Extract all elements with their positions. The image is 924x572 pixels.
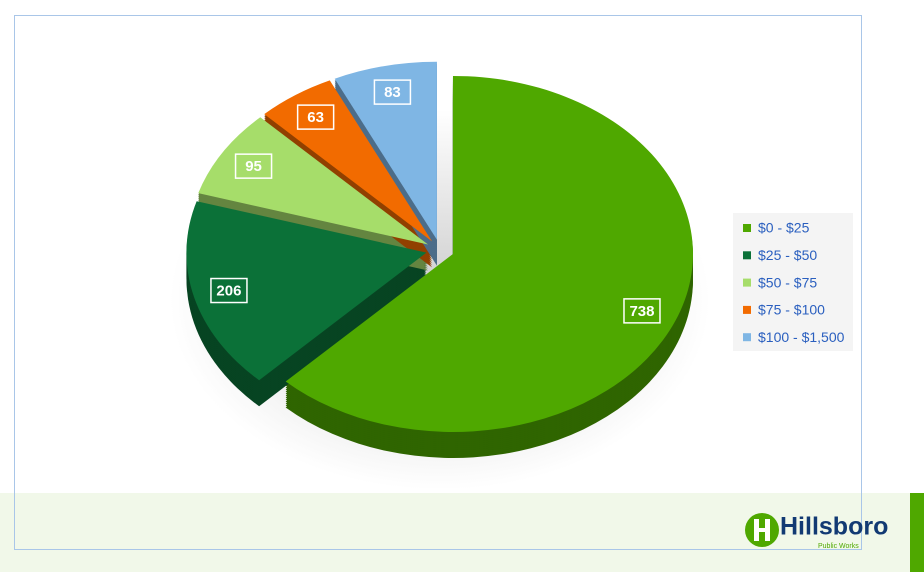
data-label: 206 (216, 282, 241, 299)
data-label: 738 (629, 303, 654, 320)
legend-swatch (743, 278, 751, 287)
chart-frame (14, 15, 862, 550)
logo-mark-stroke (754, 528, 770, 532)
slice (285, 75, 693, 432)
legend-label: $25 - $50 (758, 247, 817, 263)
footer-accent (910, 493, 924, 572)
data-label-box (210, 277, 248, 304)
legend-swatch (743, 224, 751, 232)
data-label: 63 (307, 109, 324, 126)
logo-subtitle: Public Works (818, 543, 859, 550)
logo-name: Hillsboro (780, 513, 888, 541)
data-label-box (623, 298, 661, 324)
legend-label: $100 - $1,500 (758, 329, 845, 345)
slice (186, 201, 427, 381)
slice (334, 61, 437, 240)
data-label-box (234, 153, 273, 179)
legend: $0 - $25 $25 - $50 $50 - $75 $75 - $100 $100… (743, 220, 845, 345)
legend-label: $50 - $75 (758, 274, 817, 290)
legend-swatch (743, 305, 751, 314)
slice (198, 117, 429, 245)
legend-label: $0 - $25 (758, 220, 810, 236)
logo: Hillsboro Public Works (745, 513, 888, 550)
data-label: 95 (245, 158, 262, 175)
pie: 738 206 95 63 83 (186, 61, 693, 458)
legend-swatch (743, 333, 751, 342)
data-label: 83 (384, 84, 401, 101)
data-label-box (296, 104, 335, 130)
legend-label: $75 - $100 (758, 302, 825, 318)
legend-swatch (743, 251, 751, 260)
data-label-box (373, 79, 412, 105)
legend-box (733, 213, 853, 351)
